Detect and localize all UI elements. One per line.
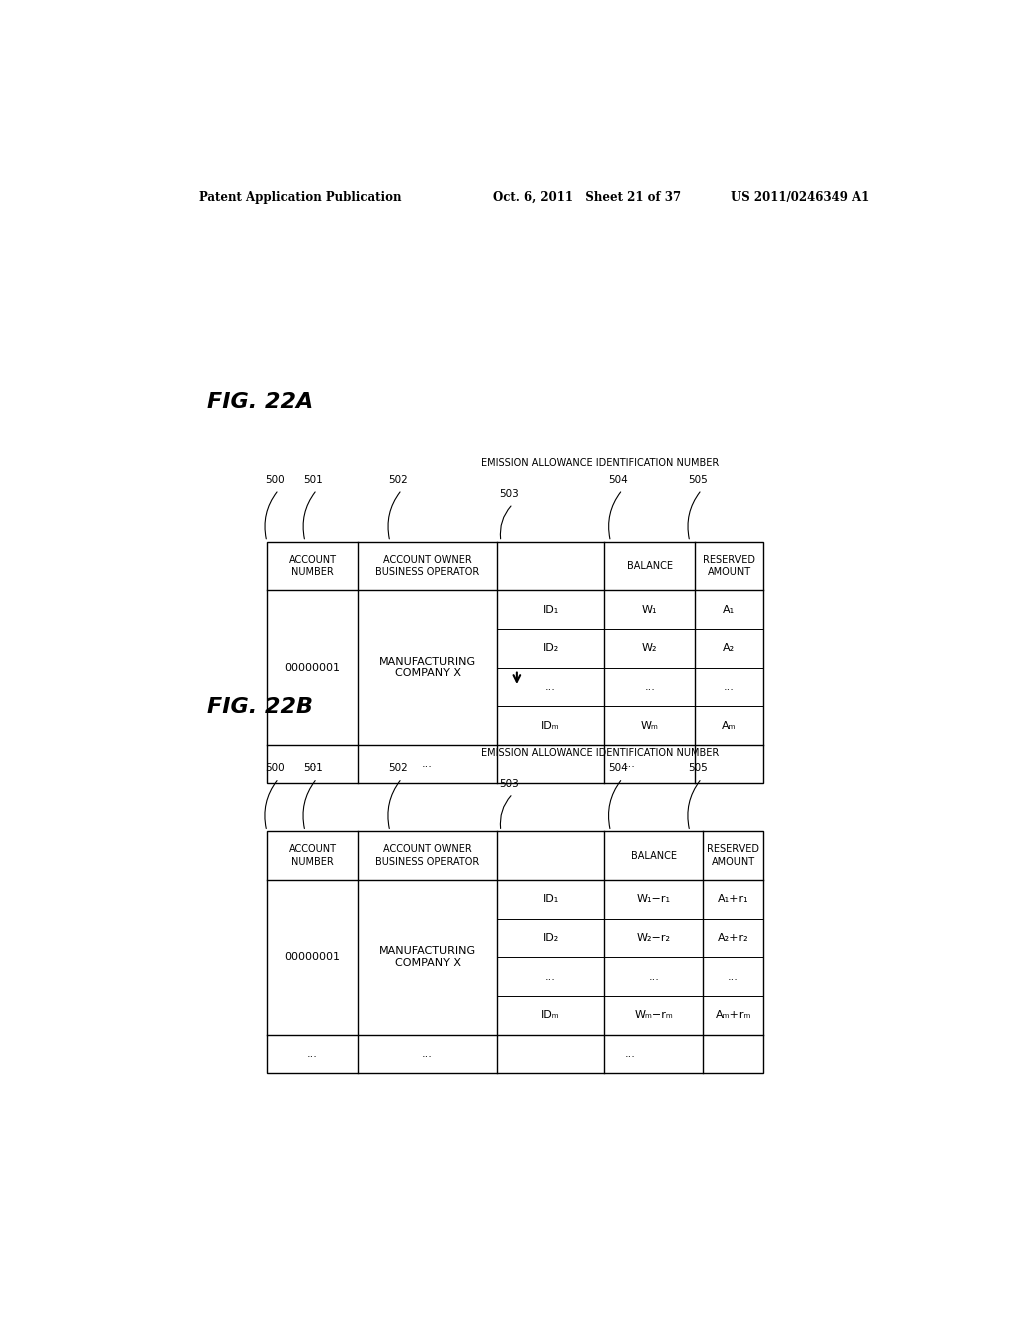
Text: RESERVED
AMOUNT: RESERVED AMOUNT bbox=[703, 554, 755, 577]
Text: EMISSION ALLOWANCE IDENTIFICATION NUMBER: EMISSION ALLOWANCE IDENTIFICATION NUMBER bbox=[481, 748, 719, 758]
Text: A₁: A₁ bbox=[723, 605, 735, 615]
Text: A₁+r₁: A₁+r₁ bbox=[718, 895, 749, 904]
Text: ...: ... bbox=[724, 682, 734, 692]
Text: 504: 504 bbox=[608, 763, 629, 774]
Text: ...: ... bbox=[422, 1049, 433, 1059]
Text: ...: ... bbox=[625, 759, 635, 770]
Text: ACCOUNT OWNER
BUSINESS OPERATOR: ACCOUNT OWNER BUSINESS OPERATOR bbox=[376, 845, 479, 867]
Text: 502: 502 bbox=[388, 763, 408, 774]
Text: RESERVED
AMOUNT: RESERVED AMOUNT bbox=[708, 845, 759, 867]
Text: EMISSION ALLOWANCE IDENTIFICATION NUMBER: EMISSION ALLOWANCE IDENTIFICATION NUMBER bbox=[481, 458, 719, 469]
Text: ID₂: ID₂ bbox=[543, 643, 559, 653]
Text: A₂+r₂: A₂+r₂ bbox=[718, 933, 749, 942]
Text: ...: ... bbox=[644, 682, 655, 692]
Text: MANUFACTURING
COMPANY X: MANUFACTURING COMPANY X bbox=[379, 946, 476, 968]
Text: ID₂: ID₂ bbox=[543, 933, 559, 942]
Text: FIG. 22B: FIG. 22B bbox=[207, 697, 313, 717]
Text: 00000001: 00000001 bbox=[285, 663, 341, 673]
Text: 503: 503 bbox=[499, 488, 519, 499]
Text: W₂−r₂: W₂−r₂ bbox=[637, 933, 671, 942]
Text: US 2011/0246349 A1: US 2011/0246349 A1 bbox=[731, 190, 869, 203]
Text: ...: ... bbox=[545, 682, 556, 692]
Text: IDₘ: IDₘ bbox=[542, 1010, 560, 1020]
Text: Aₘ: Aₘ bbox=[722, 721, 736, 730]
Text: Patent Application Publication: Patent Application Publication bbox=[200, 190, 402, 203]
Text: ...: ... bbox=[307, 759, 317, 770]
Text: ...: ... bbox=[648, 972, 659, 982]
Text: W₂: W₂ bbox=[642, 643, 657, 653]
Text: ...: ... bbox=[728, 972, 738, 982]
Text: ACCOUNT
NUMBER: ACCOUNT NUMBER bbox=[289, 845, 337, 867]
Text: 503: 503 bbox=[499, 779, 519, 788]
Text: 500: 500 bbox=[265, 475, 285, 484]
Text: 500: 500 bbox=[265, 763, 285, 774]
Text: BALANCE: BALANCE bbox=[627, 561, 673, 572]
Text: W₁: W₁ bbox=[642, 605, 657, 615]
Text: 505: 505 bbox=[688, 475, 708, 484]
Text: Wₘ: Wₘ bbox=[641, 721, 658, 730]
Text: ...: ... bbox=[545, 972, 556, 982]
Text: ...: ... bbox=[422, 759, 433, 770]
Text: IDₘ: IDₘ bbox=[542, 721, 560, 730]
Text: 505: 505 bbox=[688, 763, 708, 774]
Text: 00000001: 00000001 bbox=[285, 952, 341, 962]
Text: W₁−r₁: W₁−r₁ bbox=[637, 895, 671, 904]
Text: ID₁: ID₁ bbox=[543, 605, 559, 615]
Text: Aₘ+rₘ: Aₘ+rₘ bbox=[716, 1010, 751, 1020]
Text: ...: ... bbox=[307, 1049, 317, 1059]
Text: ACCOUNT
NUMBER: ACCOUNT NUMBER bbox=[289, 554, 337, 577]
Text: ACCOUNT OWNER
BUSINESS OPERATOR: ACCOUNT OWNER BUSINESS OPERATOR bbox=[376, 554, 479, 577]
Text: ...: ... bbox=[625, 1049, 635, 1059]
Text: A₂: A₂ bbox=[723, 643, 735, 653]
Bar bbox=[267, 541, 763, 784]
Bar bbox=[267, 832, 763, 1073]
Text: 502: 502 bbox=[388, 475, 408, 484]
Text: MANUFACTURING
COMPANY X: MANUFACTURING COMPANY X bbox=[379, 657, 476, 678]
Text: ID₁: ID₁ bbox=[543, 895, 559, 904]
Text: Oct. 6, 2011   Sheet 21 of 37: Oct. 6, 2011 Sheet 21 of 37 bbox=[494, 190, 681, 203]
Text: 501: 501 bbox=[303, 475, 323, 484]
Text: 504: 504 bbox=[608, 475, 629, 484]
Text: FIG. 22A: FIG. 22A bbox=[207, 392, 313, 412]
Text: BALANCE: BALANCE bbox=[631, 850, 677, 861]
Text: 501: 501 bbox=[303, 763, 323, 774]
Text: Wₘ−rₘ: Wₘ−rₘ bbox=[635, 1010, 673, 1020]
